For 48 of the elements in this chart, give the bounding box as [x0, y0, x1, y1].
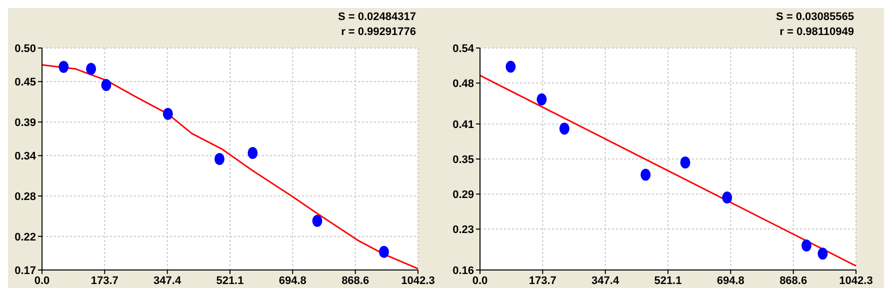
- y-tick-label: 0.16: [452, 264, 474, 277]
- point: [248, 146, 258, 159]
- point: [559, 122, 570, 135]
- y-tick-label: 0.45: [14, 76, 36, 89]
- text: S = 0.02484317: [338, 10, 416, 25]
- x-tick-label: 1042.3: [401, 274, 435, 287]
- x-tick-label: 0.0: [472, 274, 488, 287]
- point: [801, 239, 812, 252]
- point: [680, 156, 690, 169]
- point: [506, 60, 516, 73]
- y-tick-label: 0.29: [452, 188, 474, 201]
- x-tick-label: 347.4: [592, 274, 620, 287]
- x-tick-label: 694.8: [716, 274, 744, 287]
- y-tick-label: 0.28: [14, 190, 36, 203]
- y-tick-label: 0.39: [14, 116, 36, 129]
- y-tick-label: 0.22: [14, 231, 36, 244]
- x-tick-label: 347.4: [154, 274, 182, 287]
- point: [101, 79, 112, 91]
- text: S = 0.03085565: [776, 10, 854, 25]
- x-tick-label: 173.7: [528, 274, 556, 287]
- point: [640, 168, 651, 181]
- x-tick-label: 868.6: [780, 274, 808, 287]
- point: [86, 62, 96, 75]
- point: [58, 60, 69, 73]
- point: [378, 246, 389, 258]
- point: [722, 192, 732, 204]
- x-tick-label: 694.8: [278, 274, 306, 287]
- y-tick-label: 0.34: [14, 150, 37, 163]
- x-tick-label: 868.6: [342, 274, 370, 287]
- point: [312, 214, 322, 227]
- y-tick-label: 0.41: [452, 118, 474, 131]
- point: [214, 153, 224, 165]
- x-tick-label: 0.0: [34, 274, 50, 287]
- x-tick-label: 1042.3: [839, 274, 873, 287]
- x-tick-label: 521.1: [216, 274, 244, 287]
- x-tick-label: 521.1: [654, 274, 682, 287]
- point: [818, 248, 828, 260]
- point: [162, 108, 173, 120]
- y-tick-label: 0.17: [14, 264, 36, 277]
- text: r = 0.98110949: [778, 25, 854, 40]
- y-tick-label: 0.48: [452, 78, 474, 90]
- x-tick-label: 173.7: [90, 274, 118, 287]
- y-tick-label: 0.54: [452, 42, 475, 55]
- y-tick-label: 0.35: [452, 154, 474, 166]
- y-tick-label: 0.50: [14, 42, 36, 55]
- text: r = 0.99291776: [340, 25, 416, 40]
- point: [536, 93, 547, 106]
- y-tick-label: 0.23: [452, 224, 474, 236]
